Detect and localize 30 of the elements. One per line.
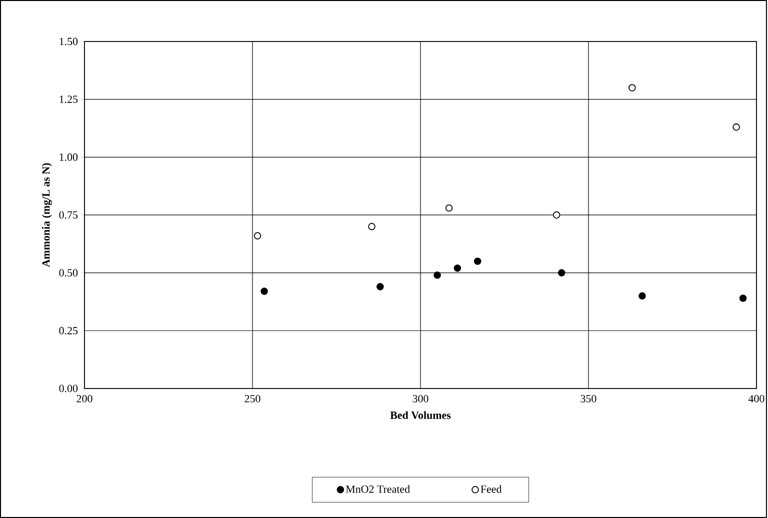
- point: [558, 269, 566, 276]
- point: [474, 258, 482, 265]
- point: [434, 271, 441, 279]
- y-tick-label: 1.25: [60, 96, 78, 104]
- x-tick-label: 300: [412, 395, 428, 402]
- point: [254, 232, 262, 240]
- x-tick-label: 200: [76, 395, 92, 402]
- y-tick-label: 1.00: [60, 153, 78, 161]
- point: [260, 288, 268, 295]
- y-tick-label: 0.00: [59, 384, 78, 392]
- y-tick-label: 1.50: [60, 38, 78, 46]
- point: [552, 211, 560, 219]
- point: [368, 222, 376, 230]
- y-tick-label: 0.25: [59, 326, 78, 334]
- y-tick-label: 0.75: [59, 211, 78, 219]
- x-axis-title: Bed Volumes: [390, 411, 451, 420]
- x-tick-label: 250: [244, 395, 260, 402]
- legend-label: MnO2 Treated: [346, 485, 410, 493]
- point: [638, 292, 646, 300]
- point: [454, 264, 462, 272]
- x-tick-label: 400: [748, 395, 764, 402]
- point: [628, 84, 636, 92]
- legend-label: Feed: [480, 485, 502, 493]
- x-tick-label: 350: [580, 395, 596, 402]
- y-tick-label: 0.50: [59, 269, 78, 277]
- point: [739, 294, 747, 302]
- point: [445, 204, 453, 212]
- point: [732, 123, 740, 131]
- y-axis-title: Ammonia (mg/L as N): [42, 163, 52, 268]
- point: [376, 283, 384, 290]
